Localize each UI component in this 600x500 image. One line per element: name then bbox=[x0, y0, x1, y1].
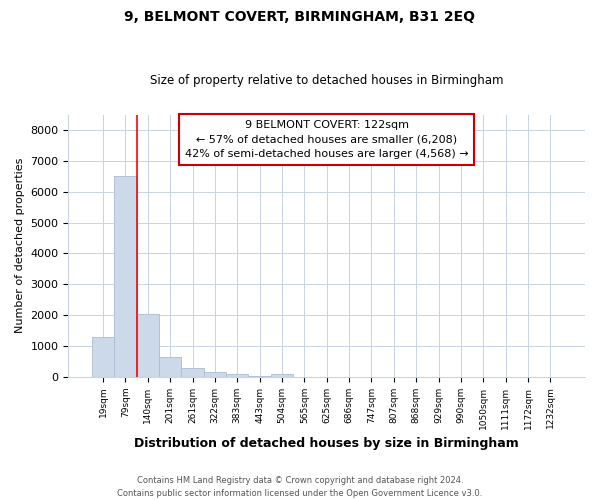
Text: 9 BELMONT COVERT: 122sqm
← 57% of detached houses are smaller (6,208)
42% of sem: 9 BELMONT COVERT: 122sqm ← 57% of detach… bbox=[185, 120, 469, 160]
Bar bbox=[159, 357, 181, 377]
Bar bbox=[137, 314, 159, 377]
Bar bbox=[92, 338, 114, 377]
Bar bbox=[114, 176, 137, 377]
Y-axis label: Number of detached properties: Number of detached properties bbox=[15, 158, 25, 334]
Bar bbox=[248, 376, 271, 377]
Text: Contains HM Land Registry data © Crown copyright and database right 2024.
Contai: Contains HM Land Registry data © Crown c… bbox=[118, 476, 482, 498]
Bar bbox=[181, 368, 204, 377]
X-axis label: Distribution of detached houses by size in Birmingham: Distribution of detached houses by size … bbox=[134, 437, 519, 450]
Bar bbox=[226, 374, 248, 377]
Bar bbox=[271, 374, 293, 377]
Bar bbox=[204, 372, 226, 377]
Text: 9, BELMONT COVERT, BIRMINGHAM, B31 2EQ: 9, BELMONT COVERT, BIRMINGHAM, B31 2EQ bbox=[125, 10, 476, 24]
Title: Size of property relative to detached houses in Birmingham: Size of property relative to detached ho… bbox=[150, 74, 503, 87]
